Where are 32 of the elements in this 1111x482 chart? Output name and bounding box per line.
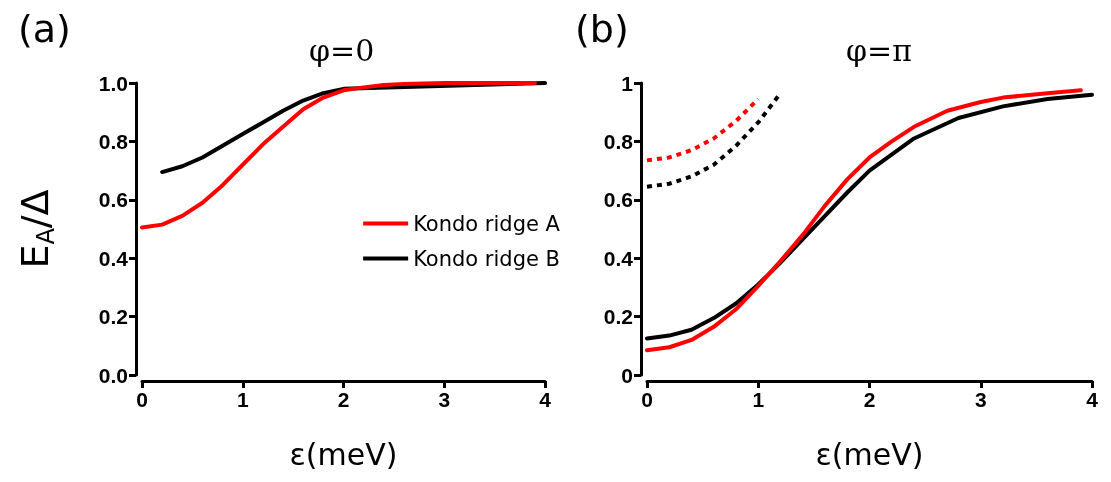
- y-axis-title: EA/Δ: [13, 189, 60, 269]
- y-tick-label: 0.4: [603, 246, 634, 270]
- x-tick-label: 2: [337, 388, 350, 411]
- x-tick-label: 4: [539, 388, 552, 411]
- x-tick-label: 3: [438, 388, 451, 411]
- y-tick-label: 0: [621, 363, 633, 387]
- y-tick-label: 1.0: [98, 71, 128, 95]
- x-axis-title: ε(meV): [289, 436, 398, 472]
- chart-title: φ=π: [846, 32, 912, 68]
- y-tick-label: 1: [621, 71, 634, 95]
- x-tick-label: 2: [863, 388, 876, 411]
- chart-title: φ=0: [309, 32, 375, 68]
- text: (a): [18, 7, 71, 51]
- line-series: [645, 97, 761, 163]
- text: (b): [575, 7, 629, 51]
- y-tick-label: 0.2: [98, 305, 128, 329]
- y-tick-label: 0.8: [603, 129, 634, 153]
- y-tick-label: 0.2: [603, 305, 633, 329]
- x-axis-title: ε(meV): [815, 436, 924, 472]
- y-tick-label: 0.6: [603, 188, 633, 212]
- x-tick-label: 0: [136, 388, 148, 411]
- x-tick-label: 4: [1086, 388, 1099, 411]
- x-tick-label: 1: [752, 388, 765, 411]
- legend-label: Kondo ridge A: [413, 211, 561, 236]
- x-tick-label: 1: [236, 388, 249, 411]
- y-tick-label: 0.8: [98, 129, 129, 153]
- x-tick-label: 0: [641, 388, 653, 411]
- y-tick-label: 0.6: [98, 188, 128, 212]
- y-tick-label: 0.4: [98, 246, 129, 270]
- y-tick-label: 0.0: [98, 363, 128, 387]
- legend-label: Kondo ridge B: [413, 246, 561, 271]
- x-tick-label: 3: [974, 388, 987, 411]
